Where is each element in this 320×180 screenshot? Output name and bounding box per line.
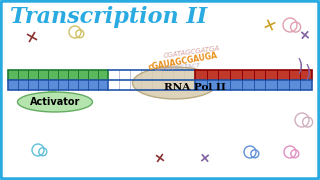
Text: GCATCGCTACT: GCATCGCTACT [155,62,201,71]
FancyBboxPatch shape [8,70,108,80]
Text: Transcription II: Transcription II [10,6,207,28]
Text: cGAUAGCGAUGA: cGAUAGCGAUGA [148,50,219,72]
Ellipse shape [132,67,218,99]
Text: Activator: Activator [30,97,80,107]
FancyBboxPatch shape [195,70,312,80]
FancyBboxPatch shape [8,80,108,90]
Polygon shape [48,87,56,92]
Text: CGATAGCGATGA: CGATAGCGATGA [163,45,221,59]
Text: ): ) [297,58,303,76]
Text: RNA Pol II: RNA Pol II [164,82,226,91]
Ellipse shape [18,92,92,112]
FancyBboxPatch shape [195,80,312,90]
Text: ): ) [305,64,311,82]
